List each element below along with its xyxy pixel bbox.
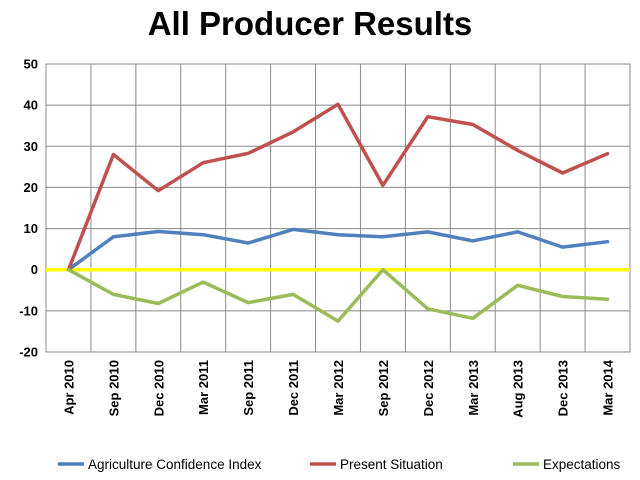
y-axis-tick-labels: 50 40 30 20 10 0 -10 -20 (19, 57, 38, 360)
x-axis-tick-labels: Apr 2010 Sep 2010 Dec 2010 Mar 2011 Sep 2011… (61, 359, 615, 418)
y-tick-label: 40 (24, 98, 38, 113)
x-tick-label: Dec 2013 (556, 360, 571, 416)
x-tick-label: Sep 2010 (106, 360, 121, 416)
series-line-2 (66, 102, 610, 272)
x-tick-label: Mar 2011 (196, 360, 211, 415)
legend-label: Expectations (543, 457, 621, 472)
series-line-3 (66, 267, 610, 323)
y-tick-label: -10 (19, 303, 38, 318)
y-tick-label: -20 (19, 345, 38, 360)
x-tick-label: Sep 2011 (241, 360, 256, 416)
series-layer (66, 102, 610, 323)
x-tick-label: Dec 2011 (286, 360, 301, 416)
y-tick-label: 30 (24, 139, 38, 154)
x-tick-label: Mar 2013 (466, 360, 481, 416)
x-tick-label: Aug 2013 (511, 360, 526, 418)
legend-label: Present Situation (340, 457, 443, 472)
series-line-1 (66, 227, 610, 272)
x-tick-label: Dec 2010 (151, 360, 166, 416)
chart-title: All Producer Results (148, 5, 473, 42)
y-tick-label: 20 (24, 180, 38, 195)
x-tick-label: Mar 2012 (331, 360, 346, 416)
x-tick-label: Sep 2012 (376, 360, 391, 416)
y-tick-label: 50 (24, 57, 38, 72)
x-tick-label: Dec 2012 (421, 360, 436, 416)
legend: Agriculture Confidence Index Present Situ… (58, 457, 621, 472)
legend-label: Agriculture Confidence Index (88, 457, 262, 472)
plot-area (45, 63, 631, 353)
x-tick-label: Mar 2014 (601, 359, 616, 415)
x-tick-label: Apr 2010 (61, 360, 76, 415)
y-tick-label: 0 (31, 262, 38, 277)
y-tick-label: 10 (24, 221, 38, 236)
